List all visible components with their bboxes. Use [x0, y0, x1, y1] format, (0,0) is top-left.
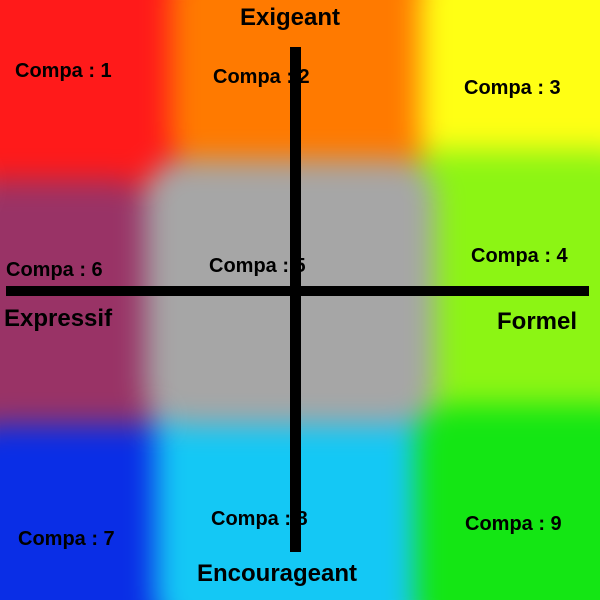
- zone-label-8: Compa : 8: [211, 508, 308, 530]
- zone-label-1: Compa : 1: [15, 60, 112, 82]
- zone-2: [170, 0, 440, 170]
- zone-label-9: Compa : 9: [465, 513, 562, 535]
- zone-label-6: Compa : 6: [6, 259, 103, 281]
- axis-label-left: Expressif: [4, 305, 113, 332]
- zone-label-7: Compa : 7: [18, 528, 115, 550]
- zone-6: [0, 180, 155, 445]
- zone-label-5: Compa : 5: [209, 255, 306, 277]
- vertical-axis: [290, 47, 301, 552]
- axis-label-bottom: Encourageant: [197, 560, 358, 587]
- zone-1: [0, 0, 190, 190]
- zone-label-4: Compa : 4: [471, 245, 568, 267]
- zone-3: [420, 0, 600, 170]
- zone-label-2: Compa : 2: [213, 66, 310, 88]
- axis-label-top: Exigeant: [240, 4, 341, 31]
- axis-label-right: Formel: [497, 308, 578, 335]
- zone-label-3: Compa : 3: [464, 77, 561, 99]
- horizontal-axis: [6, 286, 589, 296]
- zone-9: [415, 405, 600, 600]
